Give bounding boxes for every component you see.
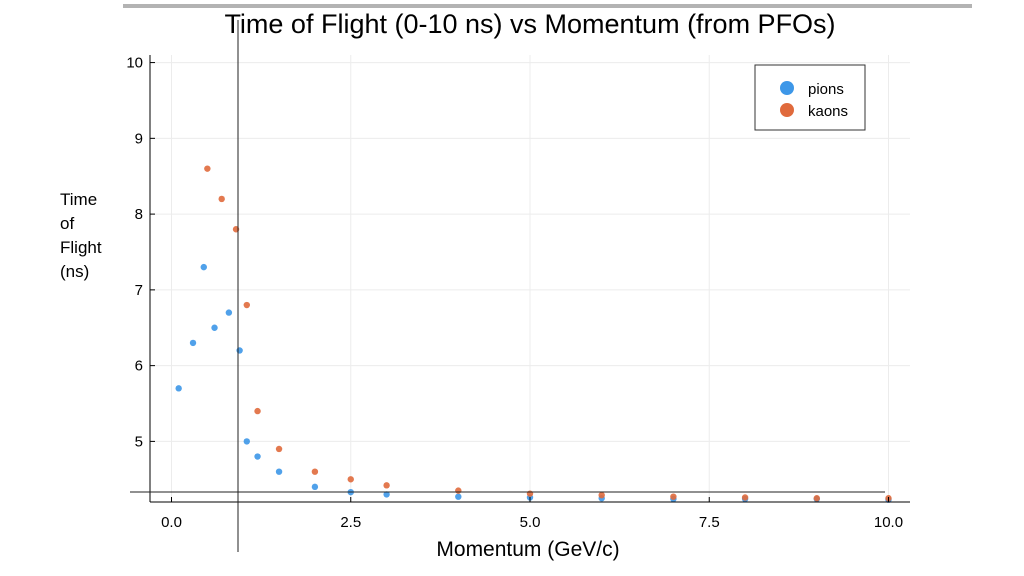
x-tick-label: 5.0 <box>520 514 541 531</box>
point-pions <box>211 324 218 331</box>
side-label-line-4: (ns) <box>60 262 90 281</box>
point-kaons <box>670 493 677 500</box>
point-kaons <box>813 495 820 502</box>
side-label-line-3: Flight <box>60 238 102 257</box>
y-tick-label: 5 <box>135 433 143 450</box>
point-kaons <box>383 482 390 489</box>
point-kaons <box>311 468 319 475</box>
point-kaons <box>275 445 283 453</box>
side-label-line-1: Time <box>60 190 98 209</box>
chart-title: Time of Flight (0-10 ns) vs Momentum (fr… <box>224 9 835 39</box>
x-tick-label: 10.0 <box>874 514 903 531</box>
point-pions <box>200 263 207 271</box>
point-kaons <box>526 490 534 497</box>
point-pions <box>275 468 283 475</box>
grid-lines <box>150 55 910 502</box>
point-kaons <box>455 487 462 494</box>
x-tick-label: 7.5 <box>699 514 720 531</box>
x-tick-label: 2.5 <box>340 514 361 531</box>
top-divider-bar <box>123 4 972 8</box>
point-pions <box>383 491 390 498</box>
y-tick-label: 8 <box>135 206 143 223</box>
legend-label-pions: pions <box>808 81 844 98</box>
y-tick-label: 9 <box>135 130 143 147</box>
point-pions <box>175 385 182 392</box>
point-kaons <box>347 476 354 483</box>
y-ticks: 5 6 7 8 9 10 <box>126 55 155 450</box>
point-pions <box>243 438 250 445</box>
y-axis-side-label: Time of Flight (ns) <box>60 188 130 284</box>
legend-box <box>754 64 866 131</box>
x-axis-label: Momentum (GeV/c) <box>436 538 619 561</box>
point-kaons <box>204 165 211 172</box>
point-kaons <box>218 195 225 203</box>
legend-marker-kaons <box>780 103 794 117</box>
x-tick-label: 0.0 <box>161 514 182 531</box>
point-pions <box>311 483 319 491</box>
y-tick-label: 6 <box>135 358 143 375</box>
point-kaons <box>741 494 749 501</box>
point-pions <box>225 309 233 316</box>
legend-marker-pions <box>780 81 794 95</box>
y-tick-label: 10 <box>126 55 143 72</box>
side-label-line-2: of <box>60 214 75 233</box>
point-kaons <box>243 301 250 309</box>
y-tick-label: 7 <box>135 282 143 299</box>
point-pions <box>455 493 462 500</box>
legend-label-kaons: kaons <box>808 103 848 120</box>
x-ticks: 0.0 2.5 5.0 7.5 10.0 <box>161 497 903 531</box>
legend: pions kaons <box>754 64 866 131</box>
point-pions <box>236 347 243 354</box>
point-pions <box>254 453 261 460</box>
point-kaons <box>598 491 605 499</box>
point-pions <box>189 339 197 347</box>
point-kaons <box>254 407 261 415</box>
